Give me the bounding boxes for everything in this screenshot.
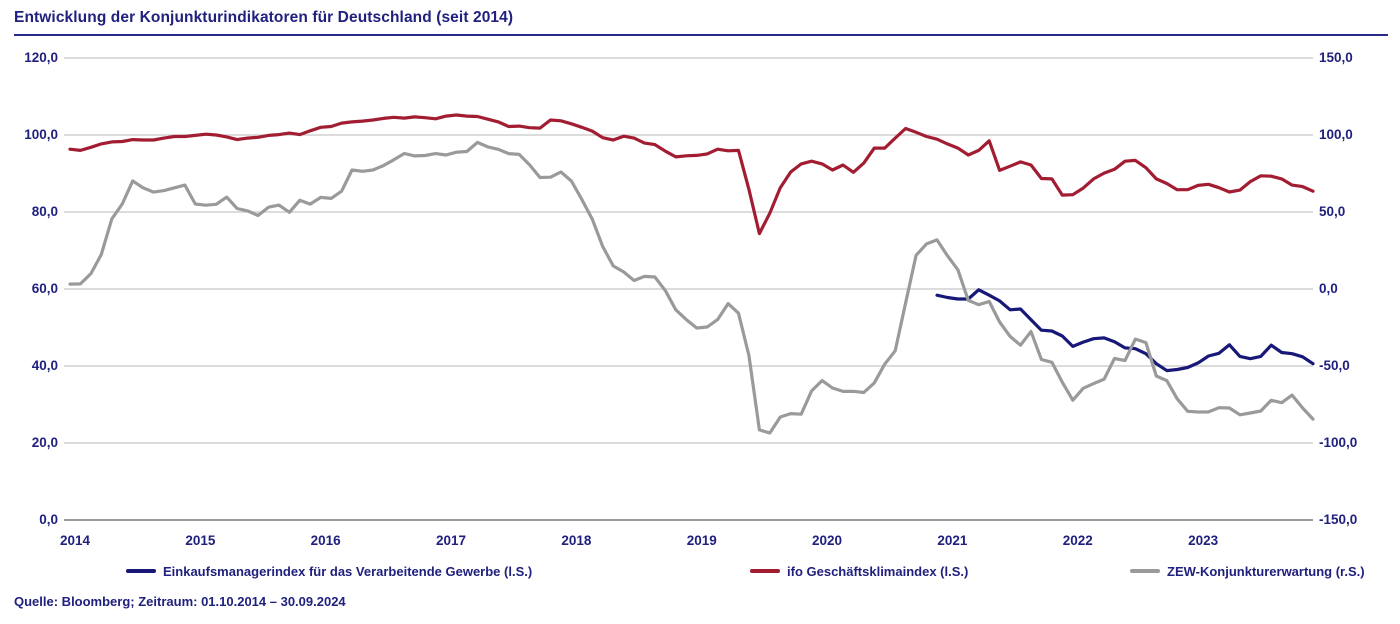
right-axis-tick: 150,0 — [1319, 50, 1353, 65]
series-line-pmi — [935, 288, 1315, 373]
legend-swatch-zew — [1130, 569, 1160, 573]
left-axis-tick: 100,0 — [24, 127, 58, 142]
title-underline — [14, 34, 1388, 36]
right-axis-tick: -150,0 — [1319, 512, 1358, 527]
legend-swatch-ifo — [750, 569, 780, 573]
left-axis-tick: 0,0 — [39, 512, 58, 527]
legend-item-pmi: Einkaufsmanagerindex für das Verarbeiten… — [126, 562, 532, 580]
x-axis-year-label: 2018 — [561, 533, 592, 548]
x-axis-year-label: 2015 — [185, 533, 216, 548]
source-note: Quelle: Bloomberg; Zeitraum: 01.10.2014 … — [14, 594, 346, 609]
series-line-ifo — [68, 113, 1315, 236]
x-axis-year-label: 2016 — [310, 533, 341, 548]
x-axis-year-label: 2021 — [937, 533, 968, 548]
left-axis-tick: 40,0 — [31, 358, 58, 373]
series-lines — [68, 113, 1315, 435]
legend-label-pmi: Einkaufsmanagerindex für das Verarbeiten… — [163, 563, 533, 579]
legend-item-ifo: ifo Geschäftsklimaindex (l.S.) — [750, 562, 968, 580]
x-axis-year-label: 2014 — [59, 533, 91, 548]
left-axis-tick: 60,0 — [31, 281, 58, 296]
left-axis-tick: 20,0 — [31, 435, 58, 450]
legend-swatch-pmi — [126, 569, 156, 573]
legend-label-zew: ZEW-Konjunkturerwartung (r.S.) — [1167, 563, 1365, 579]
left-axis-tick: 80,0 — [31, 204, 58, 219]
series-line-zew — [68, 140, 1315, 435]
legend-label-ifo: ifo Geschäftsklimaindex (l.S.) — [787, 563, 969, 579]
right-axis-tick: 50,0 — [1319, 204, 1346, 219]
right-axis-tick: -100,0 — [1319, 435, 1358, 450]
x-axis-year-label: 2017 — [436, 533, 467, 548]
page-title: Entwicklung der Konjunkturindikatoren fü… — [14, 9, 514, 26]
right-axis-tick: -50,0 — [1319, 358, 1350, 373]
x-axis-year-label: 2019 — [686, 533, 717, 548]
legend-item-zew: ZEW-Konjunkturerwartung (r.S.) — [1130, 562, 1365, 580]
right-axis-tick: 100,0 — [1319, 127, 1353, 142]
x-axis-year-label: 2022 — [1062, 533, 1093, 548]
x-axis-year-label: 2023 — [1188, 533, 1219, 548]
gridlines — [64, 57, 1313, 521]
right-axis-tick: 0,0 — [1319, 281, 1338, 296]
x-axis-year-label: 2020 — [812, 533, 843, 548]
left-axis-tick: 120,0 — [24, 50, 58, 65]
